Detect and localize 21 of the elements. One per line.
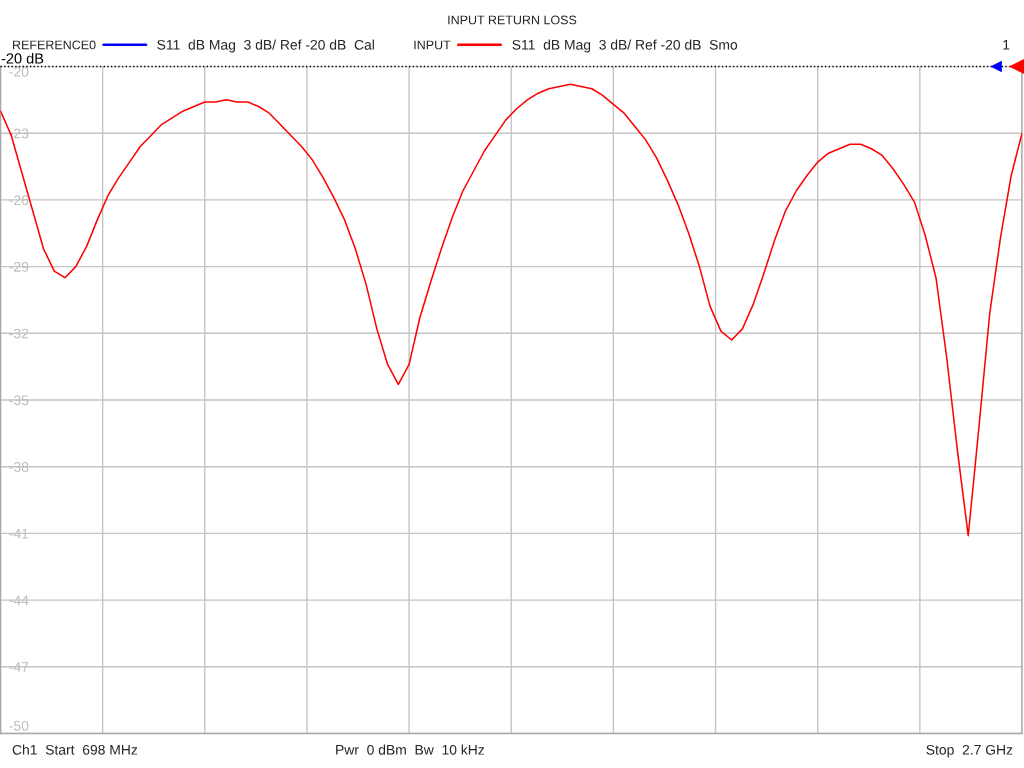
text: Ch1 Start 698 MHz: [12, 744, 138, 755]
y-tick-label: -32: [9, 328, 29, 339]
y-tick-label: -44: [9, 595, 29, 606]
y-tick-label: -50: [9, 720, 29, 731]
y-tick-label: -41: [9, 528, 29, 539]
y-tick-label: -35: [9, 395, 29, 406]
text: Stop 2.7 GHz: [926, 744, 1013, 758]
line-series: [0, 83, 1022, 537]
legend-label: INPUT: [414, 40, 451, 50]
text: Pwr 0 dBm Bw 10 kHz: [336, 744, 485, 755]
text: S11 dB Mag 3 dB/ Ref -20 dB Smo: [512, 39, 738, 53]
y-tick-label: -29: [9, 261, 29, 272]
y-tick-label: -38: [9, 462, 29, 472]
ref-line-label: -20 dB: [1, 52, 44, 64]
text: S11 dB Mag 3 dB/ Ref -20 dB Cal: [157, 39, 374, 53]
y-tick-label: -26: [9, 195, 29, 206]
y-tick-label: -20: [9, 66, 29, 77]
legend-label: REFERENCE0: [13, 40, 96, 50]
y-tick-label: -47: [9, 662, 29, 672]
chart-title: INPUT RETURN LOSS: [448, 15, 577, 25]
text: 1: [1003, 40, 1010, 50]
